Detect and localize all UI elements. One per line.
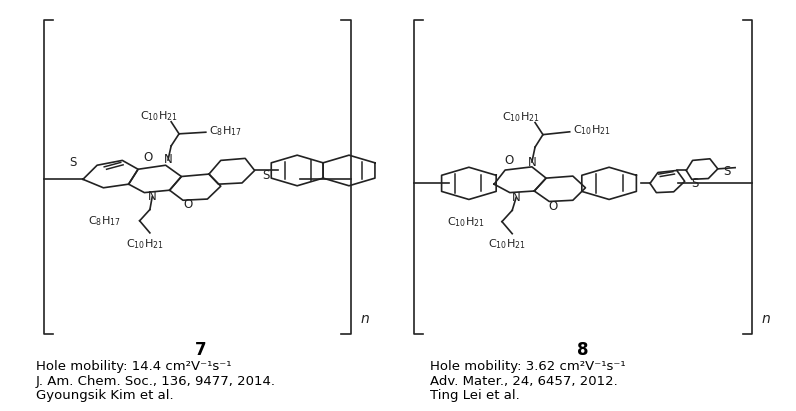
Text: S: S [69, 156, 76, 169]
Text: 7: 7 [195, 340, 207, 358]
Text: S: S [691, 177, 699, 190]
Text: N: N [164, 153, 173, 166]
Text: n: n [361, 312, 369, 326]
Text: n: n [762, 312, 771, 326]
Text: C$_{8}$H$_{17}$: C$_{8}$H$_{17}$ [209, 124, 242, 138]
Text: S: S [724, 165, 731, 178]
Text: S: S [262, 169, 269, 182]
Text: O: O [183, 198, 193, 211]
Text: C$_{10}$H$_{21}$: C$_{10}$H$_{21}$ [573, 123, 611, 137]
Text: C$_{10}$H$_{21}$: C$_{10}$H$_{21}$ [447, 215, 485, 229]
Text: O: O [505, 154, 513, 167]
Text: Gyoungsik Kim et al.: Gyoungsik Kim et al. [36, 389, 174, 402]
Text: Adv. Mater., 24, 6457, 2012.: Adv. Mater., 24, 6457, 2012. [430, 374, 617, 388]
Text: Hole mobility: 14.4 cm²V⁻¹s⁻¹: Hole mobility: 14.4 cm²V⁻¹s⁻¹ [36, 360, 231, 373]
Text: C$_{10}$H$_{21}$: C$_{10}$H$_{21}$ [126, 237, 163, 251]
Text: C$_{8}$H$_{17}$: C$_{8}$H$_{17}$ [88, 214, 121, 228]
Text: N: N [148, 190, 157, 203]
Text: C$_{10}$H$_{21}$: C$_{10}$H$_{21}$ [488, 238, 525, 252]
Text: N: N [512, 191, 521, 204]
Text: C$_{10}$H$_{21}$: C$_{10}$H$_{21}$ [139, 109, 178, 123]
Text: Ting Lei et al.: Ting Lei et al. [430, 389, 519, 402]
Text: O: O [548, 200, 558, 213]
Text: O: O [143, 152, 152, 164]
Text: C$_{10}$H$_{21}$: C$_{10}$H$_{21}$ [502, 110, 540, 124]
Text: Hole mobility: 3.62 cm²V⁻¹s⁻¹: Hole mobility: 3.62 cm²V⁻¹s⁻¹ [430, 360, 625, 373]
Text: 8: 8 [577, 340, 589, 358]
Text: J. Am. Chem. Soc., 136, 9477, 2014.: J. Am. Chem. Soc., 136, 9477, 2014. [36, 374, 275, 388]
Text: N: N [528, 155, 537, 169]
